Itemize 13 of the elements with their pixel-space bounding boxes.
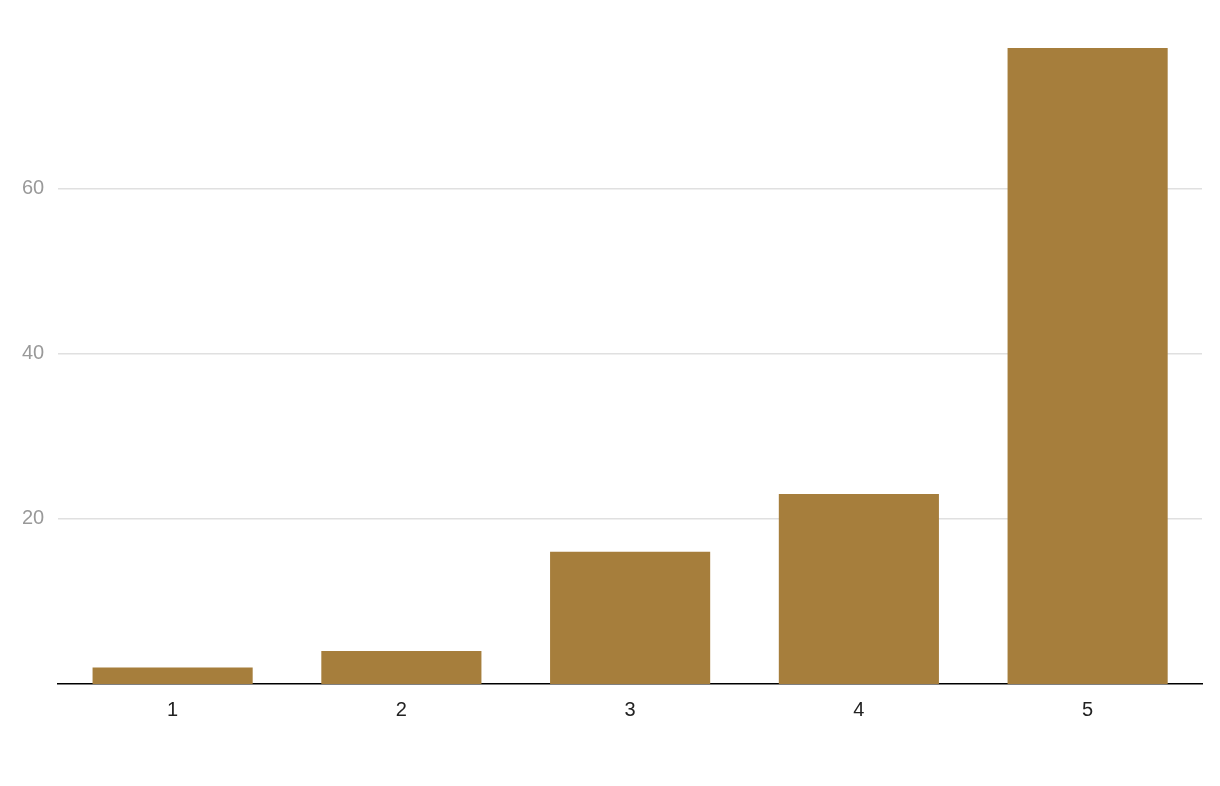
bar: [778, 494, 939, 684]
x-tick-label: 4: [853, 697, 865, 720]
x-tick-label: 3: [624, 697, 636, 720]
bar: [1007, 48, 1168, 684]
bar: [550, 551, 711, 684]
bar: [92, 667, 253, 684]
x-tick-label: 1: [167, 697, 179, 720]
bar: [321, 650, 482, 684]
x-tick-label: 5: [1082, 697, 1094, 720]
y-tick-label: 40: [22, 341, 45, 364]
x-tick-label: 2: [395, 697, 407, 720]
y-tick-label: 20: [22, 506, 45, 529]
y-tick-label: 60: [22, 175, 45, 198]
